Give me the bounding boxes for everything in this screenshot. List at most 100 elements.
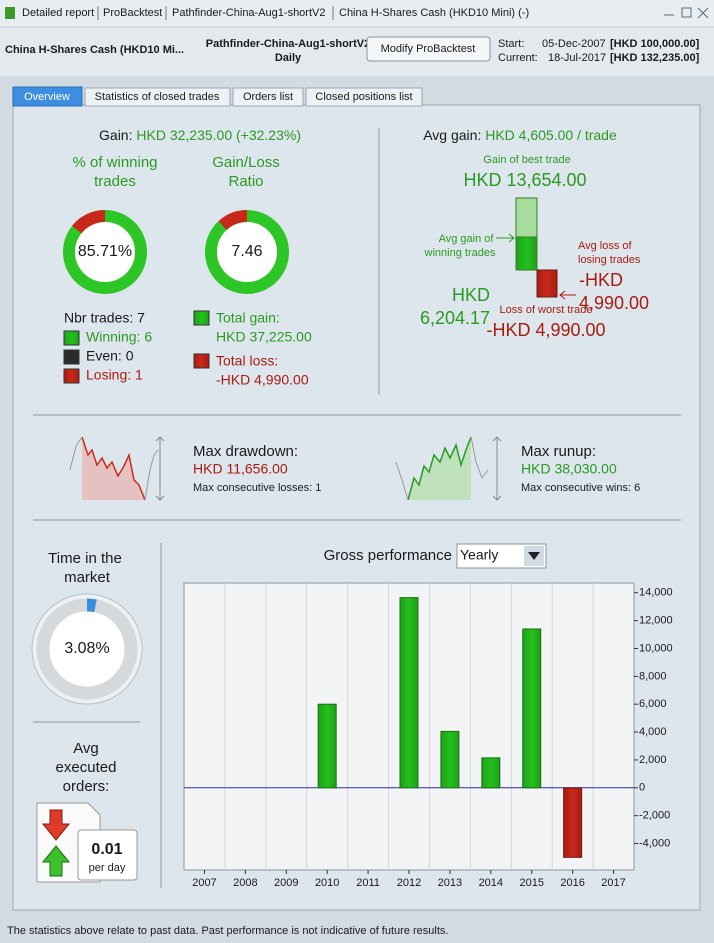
legend-swatch <box>193 310 210 326</box>
total-loss-label: Total loss: <box>216 353 278 369</box>
total-loss: -HKD 4,990.00 <box>216 372 309 388</box>
market-time-rate: 3.08% <box>64 640 109 657</box>
worst-label: Loss of worst trade <box>500 304 593 316</box>
y-tick-label: 14,000 <box>639 587 673 599</box>
orders-icon <box>36 802 138 883</box>
avg-gain: Avg gain: HKD 4,605.00 / trade <box>423 127 617 143</box>
instrument: China H-Shares Cash (HKD10 Mi... <box>5 44 184 56</box>
x-tick-label: 2012 <box>397 877 421 889</box>
select-arrow[interactable] <box>528 552 540 560</box>
drawdown-label: Max drawdown: <box>193 443 298 460</box>
start-capital: [HKD 100,000.00] <box>610 38 700 50</box>
y-tick-label: 6,000 <box>639 698 667 710</box>
start-label: Start: <box>498 38 524 50</box>
x-tick-label: 2015 <box>519 877 543 889</box>
tab-label[interactable]: Orders list <box>243 91 293 103</box>
tab-active[interactable] <box>12 86 83 107</box>
start-date: 05-Dec-2007 <box>542 38 606 50</box>
legend-swatch <box>193 353 210 369</box>
even-count: Even: 0 <box>86 348 134 364</box>
current-label: Current: <box>498 52 538 64</box>
window-tab[interactable]: Detailed report <box>22 7 94 19</box>
title-bar <box>0 0 714 26</box>
legend-swatch <box>63 349 80 365</box>
bar <box>399 597 419 789</box>
avg-win: 6,204.17 <box>420 308 490 328</box>
runup-sparkline <box>395 436 502 501</box>
ratio-title: Ratio <box>228 173 263 190</box>
gain-value: HKD 32,235.00 (+32.23%) <box>136 127 301 143</box>
avg-loss: 4,990.00 <box>579 293 649 313</box>
period: Daily <box>275 52 302 64</box>
tab-label[interactable]: Statistics of closed trades <box>95 91 220 103</box>
x-tick-label: 2011 <box>356 877 380 889</box>
market-time-title: Time in the <box>48 550 122 567</box>
bar <box>317 703 337 789</box>
button-label[interactable]: Modify ProBacktest <box>381 43 476 55</box>
gain-label: Gain: <box>99 127 132 143</box>
x-tick-label: 2007 <box>192 877 216 889</box>
y-tick-label: -4,000 <box>639 837 670 849</box>
winning-count: Winning: 6 <box>86 329 152 345</box>
plot: -4,000 -2,000 0 2,000 4,000 6,000 8,000 10,000 1… <box>184 583 673 889</box>
avg-gain-label: Avg gain: <box>423 127 481 143</box>
total-gain: HKD 37,225.00 <box>216 329 312 345</box>
window-controls[interactable] <box>664 7 709 19</box>
window-tab[interactable]: ProBacktest <box>103 7 162 19</box>
worst-value: -HKD 4,990.00 <box>486 320 605 340</box>
ring-arc <box>205 210 289 294</box>
tab-label[interactable]: Overview <box>24 91 70 103</box>
market-time-title: market <box>64 569 111 586</box>
gain: Gain: HKD 32,235.00 (+32.23%) <box>99 127 301 143</box>
runup-label: Max runup: <box>521 443 596 460</box>
current-capital: [HKD 132,235.00] <box>610 52 700 64</box>
orders-unit: per day <box>89 862 126 874</box>
tab[interactable] <box>232 87 304 107</box>
avg-loss-label: losing trades <box>578 254 641 266</box>
legend-swatch <box>63 330 80 346</box>
strategy: Pathfinder-China-Aug1-shortV2 <box>206 38 370 50</box>
x-tick-label: 2016 <box>560 877 584 889</box>
ring-arc <box>36 598 138 700</box>
bar <box>522 628 542 789</box>
chart-title: Gross performance <box>324 547 452 564</box>
tab[interactable] <box>84 87 231 107</box>
runup-value: HKD 38,030.00 <box>521 461 617 477</box>
modify-button[interactable] <box>366 36 491 62</box>
y-tick-label: -2,000 <box>639 810 670 822</box>
avg-win-label: Avg gain of <box>439 233 495 245</box>
winning-rate: 85.71% <box>78 243 132 260</box>
tab-label[interactable]: Closed positions list <box>315 91 412 103</box>
y-tick-label: 8,000 <box>639 670 667 682</box>
x-tick-label: 2008 <box>233 877 257 889</box>
app-icon <box>5 7 15 19</box>
y-tick-label: 0 <box>639 782 645 794</box>
y-tick-label: 4,000 <box>639 726 667 738</box>
period-value[interactable]: Yearly <box>460 547 498 563</box>
runup-detail: Max consecutive wins: 6 <box>521 482 640 494</box>
arrow <box>559 290 576 300</box>
window-tab[interactable]: China H-Shares Cash (HKD10 Mini) (-) <box>339 7 529 19</box>
window-tab[interactable]: Pathfinder-China-Aug1-shortV2 <box>172 7 325 19</box>
total-gain-label: Total gain: <box>216 310 280 326</box>
legend-swatch <box>63 368 80 384</box>
drawdown-value: HKD 11,656.00 <box>193 461 288 477</box>
x-tick-label: 2009 <box>274 877 298 889</box>
orders-title: orders: <box>63 778 110 795</box>
y-tick-label: 10,000 <box>639 642 673 654</box>
drawdown-sparkline <box>69 436 165 501</box>
x-tick-label: 2013 <box>438 877 462 889</box>
drawdown-detail: Max consecutive losses: 1 <box>193 482 321 494</box>
header <box>0 28 714 76</box>
losing-count: Losing: 1 <box>86 367 143 383</box>
avg-win-label: winning trades <box>424 247 496 259</box>
best-box <box>515 197 538 238</box>
ratio-title: Gain/Loss <box>212 154 280 171</box>
tab[interactable] <box>305 87 423 107</box>
orders-value: 0.01 <box>91 841 122 858</box>
x-tick-label: 2014 <box>479 877 503 889</box>
winning-title: trades <box>94 173 136 190</box>
bar <box>563 787 583 858</box>
disclaimer: The statistics above relate to past data… <box>7 925 448 937</box>
